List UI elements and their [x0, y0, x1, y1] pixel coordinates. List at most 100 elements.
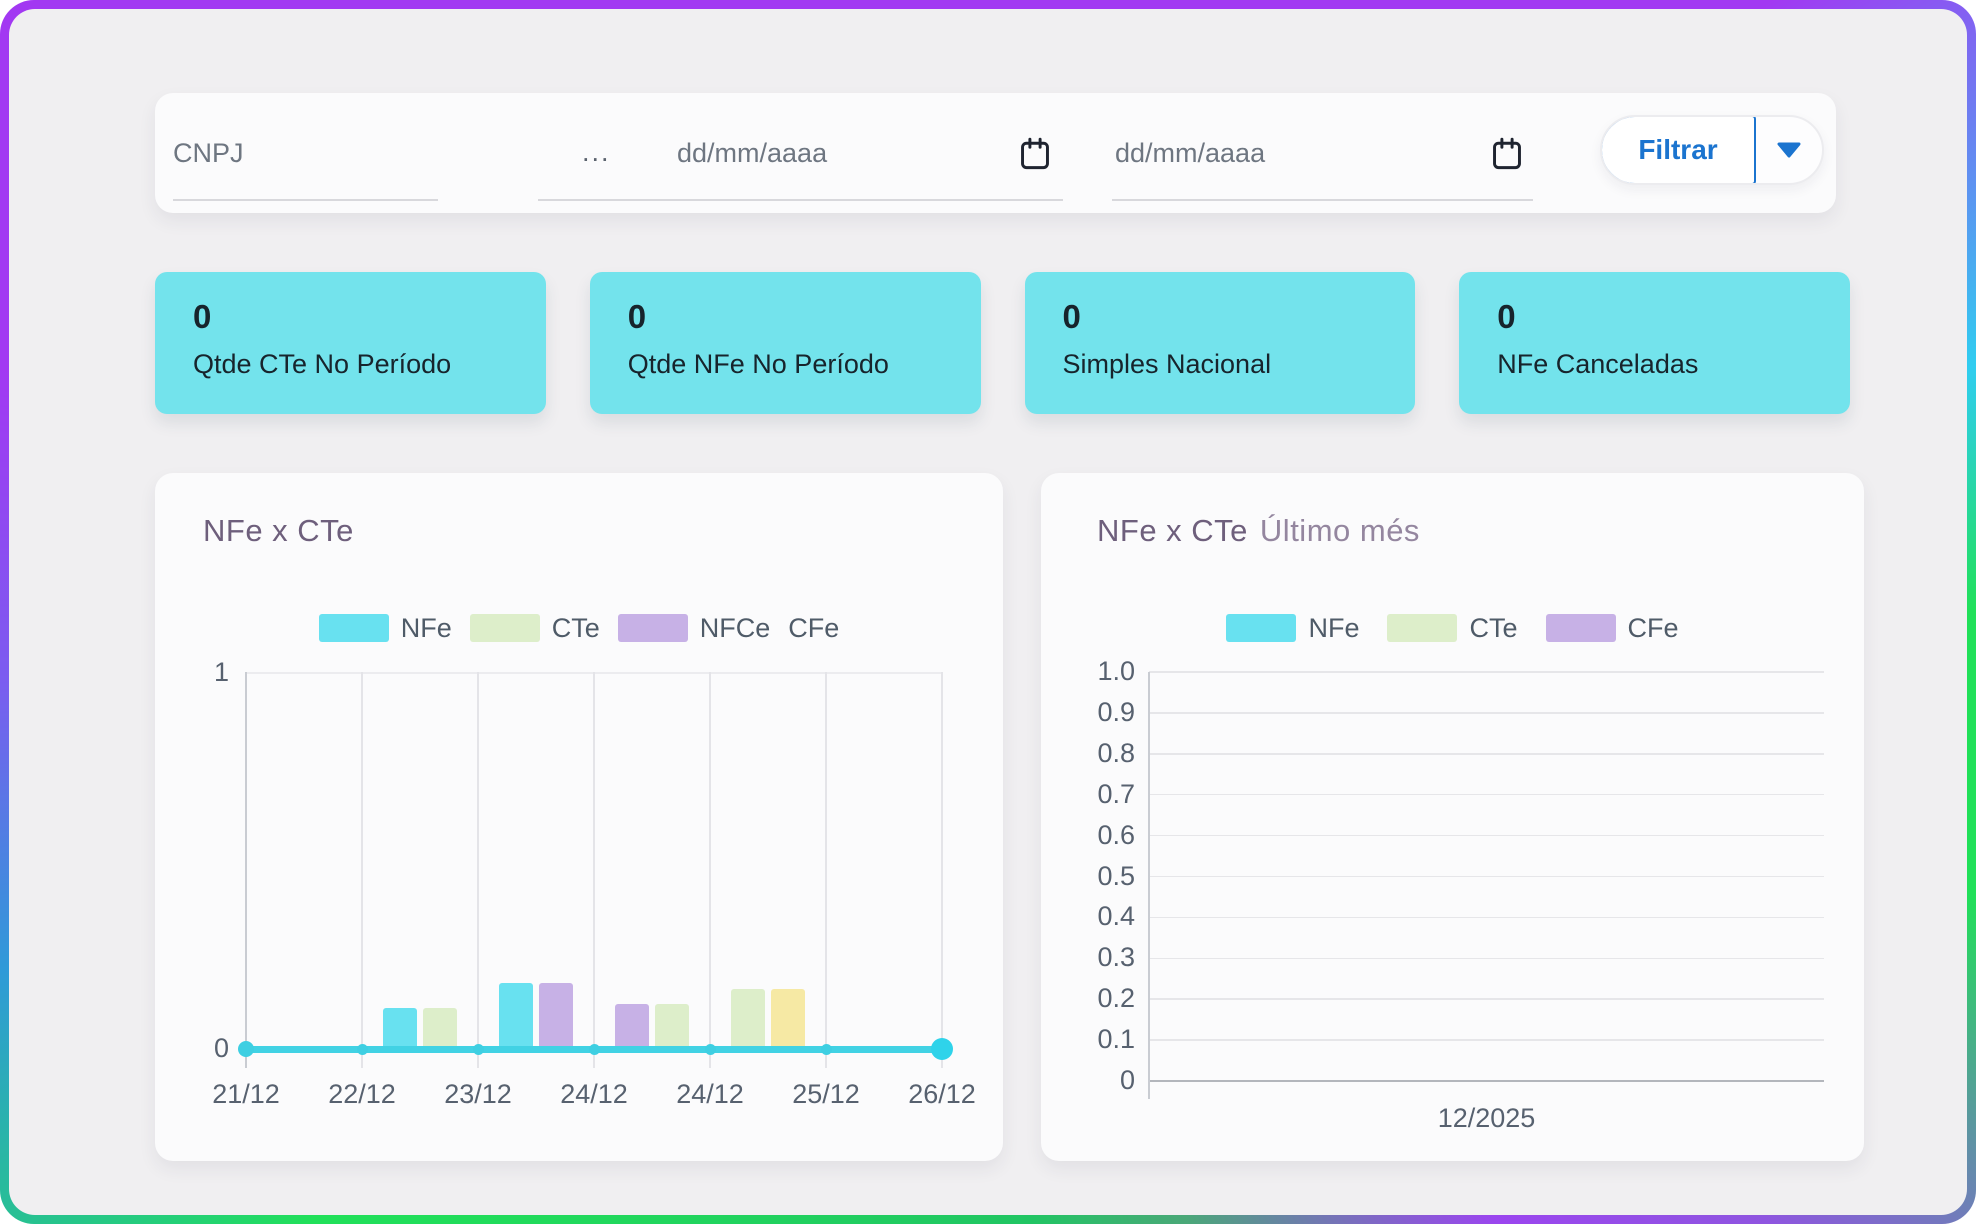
y-tick-label: 0.6	[1097, 819, 1135, 850]
bar-nfce	[539, 983, 573, 1049]
chart-subtitle: Último més	[1259, 513, 1420, 548]
legend-label: CTe	[551, 612, 600, 643]
stat-value: 0	[627, 298, 647, 335]
cnpj-input[interactable]	[173, 125, 438, 181]
y-tick-label: 0.1	[1097, 1024, 1135, 1055]
x-tick-label: 23/12	[444, 1079, 512, 1109]
bar-cte	[423, 1008, 457, 1049]
filter-separator: ...	[582, 137, 611, 167]
legend-item-nfe[interactable]: NFe	[318, 613, 452, 644]
data-point-dot	[820, 1043, 832, 1055]
x-tick-label: 25/12	[792, 1079, 860, 1109]
bar-cfe	[771, 989, 805, 1049]
y-axis-line	[1148, 672, 1150, 1099]
data-point-dot	[588, 1043, 600, 1055]
gridline	[1149, 875, 1824, 878]
stat-label: Qtde CTe No Período	[193, 348, 452, 379]
legend-item-cte[interactable]: CTe	[1387, 613, 1518, 644]
y-tick-label: 0	[1119, 1065, 1135, 1095]
gridline	[1149, 671, 1824, 673]
bar-cte	[655, 1004, 689, 1049]
legend-label: NFCe	[699, 612, 771, 643]
y-tick-label: 1.0	[1097, 656, 1135, 686]
gridline	[1149, 1080, 1824, 1083]
x-tick-label: 22/12	[328, 1079, 396, 1109]
legend-label: CFe	[1627, 612, 1679, 643]
data-point-dot	[704, 1043, 716, 1055]
filtrar-button[interactable]: Filtrar	[1602, 117, 1756, 183]
gridline	[477, 672, 479, 1068]
chevron-down-icon	[1777, 142, 1801, 158]
bar-cte	[731, 989, 765, 1049]
chart-title: NFe x CTe Último més	[1097, 513, 1420, 549]
gridline	[1149, 998, 1824, 1000]
gridline	[1149, 712, 1824, 714]
nfe-cte-chart-card: NFe x CTe NFe CTe NFCe CFe 21/12 22/12 23/12 2…	[155, 473, 1003, 1161]
y-tick-label: 0.4	[1097, 901, 1135, 932]
stat-card-nfe-canceladas: 0 NFe Canceladas	[1459, 272, 1850, 414]
stat-card-qtde-nfe: 0 Qtde NFe No Período	[589, 272, 981, 414]
gridline	[245, 672, 247, 1068]
legend-swatch	[469, 614, 540, 642]
y-tick-label: 0.5	[1097, 860, 1135, 891]
chart-legend: NFe CTe NFCe CFe	[155, 611, 1003, 645]
stat-card-simples-nacional: 0 Simples Nacional	[1024, 272, 1416, 414]
date-to-field	[1112, 125, 1533, 201]
gridline	[1149, 1039, 1824, 1041]
date-from-field	[538, 125, 1063, 201]
legend-item-nfe[interactable]: NFe	[1226, 613, 1359, 644]
gridline	[593, 672, 595, 1068]
dashboard-content: ... Filtrar	[9, 9, 1967, 1215]
calendar-icon[interactable]	[1019, 137, 1051, 171]
gridline	[1149, 957, 1824, 960]
x-tick-label: 21/12	[212, 1079, 280, 1109]
nfe-cte-ultimo-mes-chart-card: NFe x CTe Último més NFe CTe CFe 1.0 0.9 0.8 0…	[1041, 473, 1864, 1161]
stat-label: Qtde NFe No Período	[627, 348, 889, 379]
stat-value: 0	[1497, 298, 1516, 335]
chart-title-main: NFe x CTe	[1097, 513, 1248, 548]
date-from-input[interactable]	[677, 125, 977, 181]
y-tick-label: 0.2	[1097, 983, 1135, 1014]
chart-legend: NFe CTe CFe	[1041, 611, 1864, 645]
bar-nfe	[499, 983, 533, 1049]
gridline	[1149, 916, 1824, 919]
x-tick-label: 12/2025	[1437, 1103, 1536, 1133]
gridline	[1149, 793, 1824, 796]
calendar-icon[interactable]	[1491, 137, 1523, 171]
chart-title: NFe x CTe	[203, 513, 354, 548]
date-to-input[interactable]	[1115, 125, 1415, 181]
bar-nfe	[383, 1008, 417, 1049]
y-tick-label: 0.3	[1097, 942, 1135, 973]
legend-swatch	[1545, 614, 1616, 642]
stat-label: NFe Canceladas	[1497, 348, 1699, 379]
cnpj-field	[173, 125, 438, 201]
filter-bar: ... Filtrar	[155, 93, 1836, 213]
gridline	[825, 672, 827, 1068]
x-tick-label: 24/12	[560, 1079, 628, 1109]
legend-item-cte[interactable]: CTe	[469, 612, 600, 644]
filtrar-dropdown-button[interactable]	[1756, 117, 1822, 183]
stat-label: Simples Nacional	[1062, 348, 1272, 379]
data-point-dot	[238, 1041, 254, 1057]
legend-swatch	[318, 614, 389, 642]
legend-label: CFe	[788, 612, 840, 643]
y-tick-label: 0	[213, 1033, 229, 1063]
gridline	[361, 672, 363, 1068]
stat-value: 0	[1062, 298, 1081, 335]
data-point-dot	[472, 1043, 484, 1055]
legend-swatch	[617, 614, 688, 642]
x-tick-label: 24/12	[676, 1079, 744, 1109]
y-tick-label: 0.9	[1097, 696, 1135, 727]
y-tick-label: 0.8	[1097, 737, 1135, 768]
legend-item-cfe[interactable]: CFe	[1545, 612, 1679, 644]
legend-label: NFe	[1308, 612, 1360, 643]
stat-card-qtde-cte: 0 Qtde CTe No Período	[155, 272, 546, 414]
legend-item-cfe[interactable]: CFe	[788, 613, 839, 644]
legend-item-nfce[interactable]: NFCe	[617, 612, 771, 644]
legend-swatch	[1226, 614, 1297, 642]
stat-cards-row: 0 Qtde CTe No Período 0 Qtde NFe No Perí…	[155, 272, 1850, 414]
x-tick-label: 26/12	[908, 1079, 976, 1109]
y-tick-label: 1	[213, 657, 229, 687]
gridline	[1149, 753, 1824, 755]
